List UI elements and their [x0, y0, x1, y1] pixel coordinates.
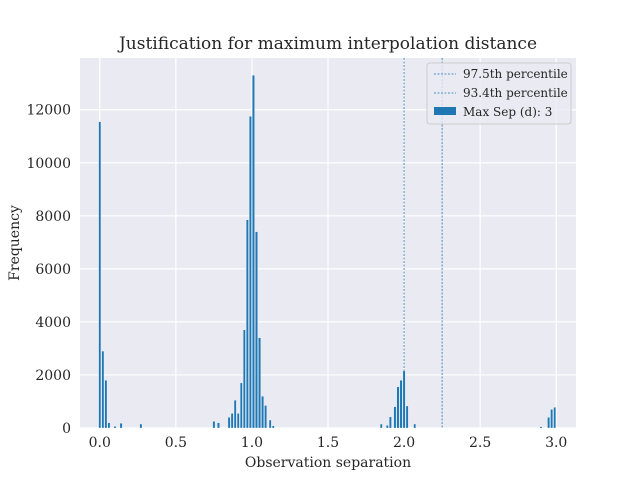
histogram-bar — [547, 417, 550, 429]
y-tick-label: 10000 — [26, 156, 71, 172]
x-tick-labels: 0.0 0.5 1.0 1.5 2.0 2.5 3.0 — [89, 435, 568, 451]
x-tick-label: 2.0 — [393, 435, 415, 451]
histogram-bar — [413, 423, 417, 429]
histogram-bar — [212, 421, 216, 429]
y-tick-label: 4000 — [35, 315, 71, 331]
histogram-bar — [271, 425, 275, 429]
y-tick-label: 2000 — [35, 368, 71, 384]
histogram-bar — [107, 422, 111, 429]
y-tick-label: 12000 — [26, 103, 71, 119]
histogram-bar — [230, 413, 234, 429]
histogram-bar — [268, 419, 272, 429]
histogram-bar — [550, 409, 553, 429]
histogram-bar — [539, 426, 543, 429]
histogram-bar — [389, 416, 392, 429]
histogram-bar — [101, 350, 105, 429]
histogram-bar — [104, 380, 108, 429]
legend-box — [426, 62, 572, 125]
histogram-bar — [396, 386, 400, 429]
x-tick-label: 0.0 — [89, 435, 111, 451]
histogram-bar — [405, 405, 409, 429]
histogram-bar — [249, 116, 252, 429]
histogram-bar — [393, 406, 397, 429]
histogram-bar — [217, 422, 220, 429]
x-gridlines — [99, 58, 557, 428]
y-tick-labels: 0 2000 4000 6000 8000 10000 12000 — [26, 103, 71, 437]
histogram-bar — [98, 121, 102, 429]
y-tick-label: 8000 — [35, 209, 71, 225]
histogram-bar — [139, 423, 143, 429]
histogram-bar — [233, 400, 237, 429]
x-tick-label: 2.5 — [469, 435, 491, 451]
histogram-bar — [553, 407, 556, 429]
x-tick-label: 1.0 — [241, 435, 263, 451]
histogram-bar — [227, 417, 231, 429]
chart-title: Justification for maximum interpolation … — [117, 34, 537, 54]
histogram-bar — [386, 425, 389, 429]
histogram-bars — [98, 75, 556, 429]
y-axis-label: Frequency — [7, 205, 23, 281]
legend-label-hist: Max Sep (d): 3 — [463, 105, 552, 119]
histogram-bar — [399, 380, 403, 429]
x-axis-label: Observation separation — [245, 455, 411, 471]
histogram-bar — [239, 382, 243, 429]
y-gridlines — [80, 109, 576, 429]
legend-label-97: 97.5th percentile — [463, 67, 568, 81]
histogram-bar — [113, 426, 117, 429]
legend-label-93: 93.4th percentile — [463, 86, 568, 100]
histogram-bar — [119, 423, 123, 429]
histogram-bar — [379, 423, 383, 429]
histogram-bar — [243, 329, 246, 429]
legend-swatch-hist — [434, 107, 456, 115]
histogram-bar — [236, 413, 240, 429]
y-tick-label: 6000 — [35, 262, 71, 278]
histogram-bar — [246, 219, 249, 429]
y-tick-label: 0 — [62, 421, 71, 437]
x-tick-label: 1.5 — [317, 435, 339, 451]
histogram-bar — [255, 231, 258, 429]
histogram-bar — [264, 405, 267, 429]
legend: 97.5th percentile 93.4th percentile Max … — [426, 62, 572, 125]
x-tick-label: 0.5 — [165, 435, 187, 451]
histogram-bar — [252, 75, 255, 429]
histogram-bar — [258, 337, 261, 429]
histogram-bar — [261, 396, 264, 429]
x-tick-label: 3.0 — [545, 435, 567, 451]
percentile-lines — [403, 58, 443, 428]
